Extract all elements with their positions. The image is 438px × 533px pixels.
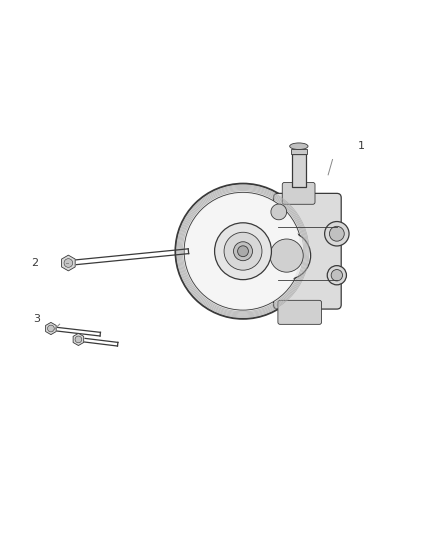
Circle shape — [75, 336, 82, 343]
Circle shape — [175, 183, 311, 319]
Circle shape — [184, 192, 302, 310]
Bar — [292, 154, 306, 187]
Circle shape — [64, 259, 73, 268]
Circle shape — [270, 239, 303, 272]
Text: 3: 3 — [33, 314, 40, 324]
Bar — [290, 149, 307, 154]
Circle shape — [329, 227, 344, 241]
Text: 2: 2 — [31, 258, 38, 268]
Circle shape — [48, 325, 54, 332]
Circle shape — [331, 270, 343, 281]
Circle shape — [224, 232, 262, 270]
Circle shape — [327, 265, 346, 285]
Circle shape — [237, 246, 248, 256]
Wedge shape — [271, 204, 286, 220]
Text: 1: 1 — [357, 141, 364, 151]
Polygon shape — [46, 322, 56, 335]
Wedge shape — [244, 257, 267, 279]
Circle shape — [215, 223, 272, 280]
Circle shape — [233, 242, 252, 261]
Wedge shape — [215, 238, 233, 264]
FancyBboxPatch shape — [274, 193, 341, 309]
Wedge shape — [244, 223, 267, 246]
FancyBboxPatch shape — [278, 300, 321, 325]
Ellipse shape — [290, 143, 308, 149]
Polygon shape — [73, 333, 84, 345]
Circle shape — [185, 193, 300, 309]
Polygon shape — [62, 255, 75, 271]
FancyBboxPatch shape — [282, 182, 315, 204]
Circle shape — [325, 222, 349, 246]
Circle shape — [263, 231, 311, 280]
